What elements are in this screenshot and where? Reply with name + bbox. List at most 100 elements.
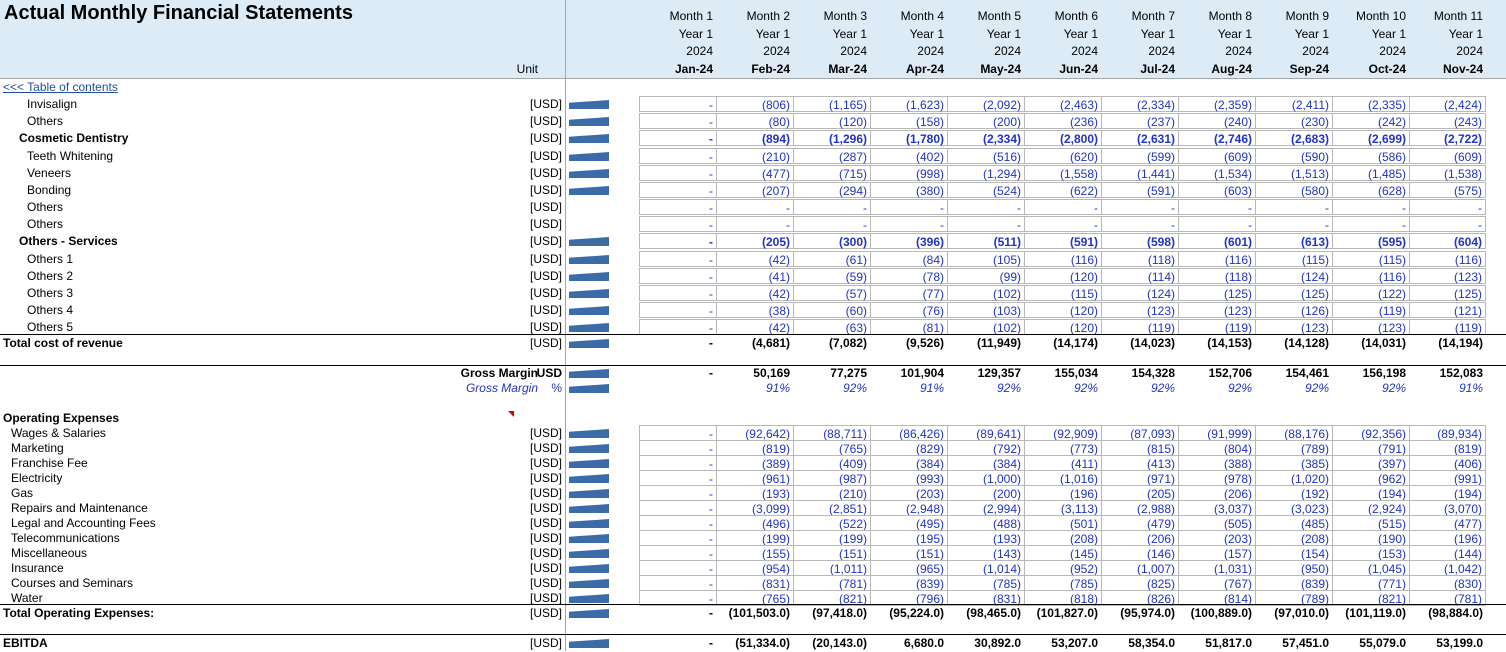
table-cell[interactable]: - [639, 455, 716, 471]
table-cell[interactable]: (1,538) [1409, 165, 1486, 181]
table-cell[interactable]: (116) [1332, 268, 1409, 284]
table-cell[interactable]: (389) [716, 455, 793, 471]
table-cell[interactable]: (89,934) [1409, 425, 1486, 441]
table-cell[interactable]: (57) [793, 285, 870, 301]
table-cell[interactable]: (14,153) [1207, 336, 1252, 350]
table-cell[interactable] [870, 410, 947, 426]
table-cell[interactable]: (237) [1101, 113, 1178, 129]
table-cell[interactable]: (821) [1332, 590, 1409, 606]
table-cell[interactable]: 152,083 [1439, 366, 1483, 380]
table-cell[interactable]: (207) [716, 182, 793, 198]
table-cell[interactable]: 91% [765, 381, 790, 395]
table-cell[interactable]: (4,681) [751, 336, 790, 350]
table-cell[interactable]: 92% [1073, 381, 1098, 395]
table-cell[interactable]: (95,974.0) [1120, 606, 1175, 620]
table-cell[interactable]: (2,948) [870, 500, 947, 516]
table-cell[interactable]: (598) [1101, 233, 1178, 249]
table-cell[interactable]: - [639, 440, 716, 456]
table-cell[interactable]: (2,800) [1024, 130, 1101, 146]
table-cell[interactable]: (609) [1178, 148, 1255, 164]
table-cell[interactable]: (14,023) [1130, 336, 1175, 350]
table-cell[interactable]: (294) [793, 182, 870, 198]
table-cell[interactable]: (601) [1178, 233, 1255, 249]
table-cell[interactable]: (2,335) [1332, 96, 1409, 112]
table-cell[interactable]: (603) [1178, 182, 1255, 198]
table-cell[interactable]: (103) [947, 302, 1024, 318]
table-cell[interactable]: (1,000) [947, 470, 1024, 486]
table-cell[interactable]: (210) [716, 148, 793, 164]
table-cell[interactable]: (122) [1332, 285, 1409, 301]
table-cell[interactable]: (971) [1101, 470, 1178, 486]
table-cell[interactable]: 155,034 [1054, 366, 1098, 380]
table-cell[interactable]: - [639, 148, 716, 164]
table-cell[interactable]: (806) [716, 96, 793, 112]
table-cell[interactable]: (1,007) [1101, 560, 1178, 576]
table-cell[interactable]: (3,037) [1178, 500, 1255, 516]
table-cell[interactable] [1024, 410, 1101, 426]
table-cell[interactable]: (102) [947, 285, 1024, 301]
table-cell[interactable]: (1,623) [870, 96, 947, 112]
table-cell[interactable]: (300) [793, 233, 870, 249]
table-cell[interactable]: (92,642) [716, 425, 793, 441]
table-cell[interactable]: (771) [1332, 575, 1409, 591]
table-cell[interactable]: (115) [1255, 251, 1332, 267]
table-cell[interactable]: (785) [1024, 575, 1101, 591]
table-cell[interactable]: (101,827.0) [1036, 606, 1098, 620]
table-cell[interactable]: (501) [1024, 515, 1101, 531]
table-cell[interactable]: (98,884.0) [1428, 606, 1483, 620]
table-cell[interactable]: (781) [793, 575, 870, 591]
table-cell[interactable]: (609) [1409, 148, 1486, 164]
table-cell[interactable]: (604) [1409, 233, 1486, 249]
table-cell[interactable]: (380) [870, 182, 947, 198]
table-cell[interactable]: (2,699) [1332, 130, 1409, 146]
table-cell[interactable]: (14,194) [1438, 336, 1483, 350]
table-cell[interactable]: (839) [1255, 575, 1332, 591]
table-cell[interactable]: (2,746) [1178, 130, 1255, 146]
table-cell[interactable]: (1,042) [1409, 560, 1486, 576]
table-cell[interactable]: (97,010.0) [1274, 606, 1329, 620]
table-cell[interactable]: - [1024, 199, 1101, 215]
table-cell[interactable]: (118) [1178, 268, 1255, 284]
table-cell[interactable]: (2,359) [1178, 96, 1255, 112]
table-cell[interactable]: (78) [870, 268, 947, 284]
table-cell[interactable]: (2,631) [1101, 130, 1178, 146]
table-cell[interactable]: (119) [1178, 319, 1255, 335]
table-cell[interactable]: (1,031) [1178, 560, 1255, 576]
table-cell[interactable]: (613) [1255, 233, 1332, 249]
table-cell[interactable]: (97,418.0) [812, 606, 867, 620]
table-cell[interactable]: 77,275 [830, 366, 867, 380]
table-cell[interactable]: (987) [793, 470, 870, 486]
table-cell[interactable]: (100,889.0) [1190, 606, 1252, 620]
table-cell[interactable]: (114) [1101, 268, 1178, 284]
table-cell[interactable]: (210) [793, 485, 870, 501]
table-cell[interactable]: (1,011) [793, 560, 870, 576]
table-cell[interactable] [639, 380, 716, 396]
table-cell[interactable]: (765) [793, 440, 870, 456]
table-cell[interactable]: (81) [870, 319, 947, 335]
table-cell[interactable]: (206) [1178, 485, 1255, 501]
table-cell[interactable]: (2,851) [793, 500, 870, 516]
table-cell[interactable]: (819) [716, 440, 793, 456]
table-cell[interactable]: (199) [716, 530, 793, 546]
table-cell[interactable]: (230) [1255, 113, 1332, 129]
table-cell[interactable]: 92% [842, 381, 867, 395]
table-cell[interactable]: (767) [1178, 575, 1255, 591]
table-cell[interactable]: - [639, 485, 716, 501]
table-cell[interactable]: 92% [1150, 381, 1175, 395]
table-cell[interactable]: (819) [1409, 440, 1486, 456]
table-cell[interactable]: (116) [1024, 251, 1101, 267]
table-cell[interactable]: (515) [1332, 515, 1409, 531]
table-cell[interactable]: (125) [1255, 285, 1332, 301]
table-cell[interactable]: (199) [793, 530, 870, 546]
table-cell[interactable]: (954) [716, 560, 793, 576]
table-cell[interactable]: (781) [1409, 590, 1486, 606]
table-cell[interactable]: (101,119.0) [1345, 606, 1406, 620]
table-cell[interactable]: (2,924) [1332, 500, 1409, 516]
table-cell[interactable]: (1,485) [1332, 165, 1409, 181]
table-cell[interactable]: (2,092) [947, 96, 1024, 112]
table-cell[interactable]: (1,045) [1332, 560, 1409, 576]
table-cell[interactable]: (200) [947, 113, 1024, 129]
table-cell[interactable]: (2,424) [1409, 96, 1486, 112]
table-cell[interactable]: (116) [1178, 251, 1255, 267]
table-cell[interactable]: - [947, 216, 1024, 232]
